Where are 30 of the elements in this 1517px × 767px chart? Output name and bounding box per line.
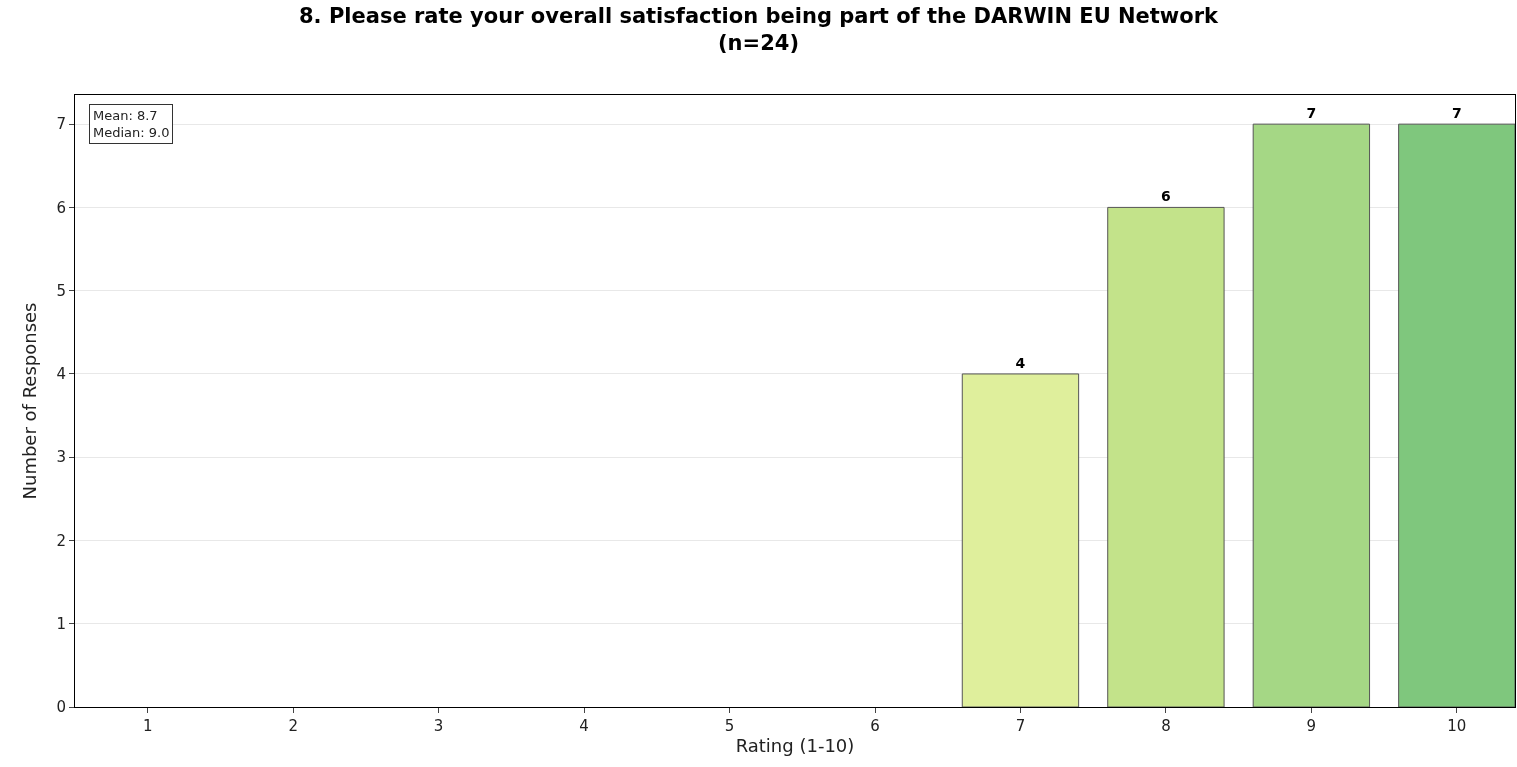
x-tick-label: 1 — [142, 717, 153, 735]
data-label: 7 — [1451, 105, 1462, 122]
bar — [1107, 206, 1225, 707]
bar — [1398, 123, 1515, 707]
data-label: 6 — [1161, 188, 1171, 205]
annotation: Mean: 8.7 Median: 9.0 — [93, 108, 170, 140]
y-tick-label: 0 — [56, 698, 66, 717]
x-tick-label: 3 — [433, 717, 444, 735]
y-tick-label: 7 — [56, 115, 66, 134]
bar — [1252, 123, 1371, 707]
data-label: 4 — [1015, 354, 1026, 371]
x-tick-label: 8 — [1161, 717, 1171, 735]
y-tick-label: 5 — [56, 281, 66, 300]
x-axis-title: Rating (1-10) — [735, 735, 855, 757]
y-tick-label: 3 — [56, 448, 66, 467]
y-tick-label: 4 — [56, 365, 66, 384]
x-tick-label: 2 — [288, 717, 298, 735]
x-tick-label: 9 — [1306, 717, 1317, 735]
x-tick-label: 7 — [1015, 717, 1026, 735]
y-axis-title: Number of Responses — [18, 302, 40, 500]
x-tick-label: 10 — [1447, 717, 1467, 735]
bar — [961, 373, 1080, 707]
x-tick-label: 6 — [870, 717, 880, 735]
y-tick-label: 2 — [56, 531, 66, 550]
x-tick-label: 4 — [579, 717, 589, 735]
chart-title: 8. Please rate your overall satisfaction being part of the DARWIN EU Network (n=24) — [298, 4, 1220, 56]
data-label: 7 — [1306, 105, 1317, 122]
x-tick-label: 5 — [724, 717, 735, 735]
y-tick-label: 1 — [56, 614, 66, 633]
y-tick-label: 6 — [56, 198, 66, 217]
